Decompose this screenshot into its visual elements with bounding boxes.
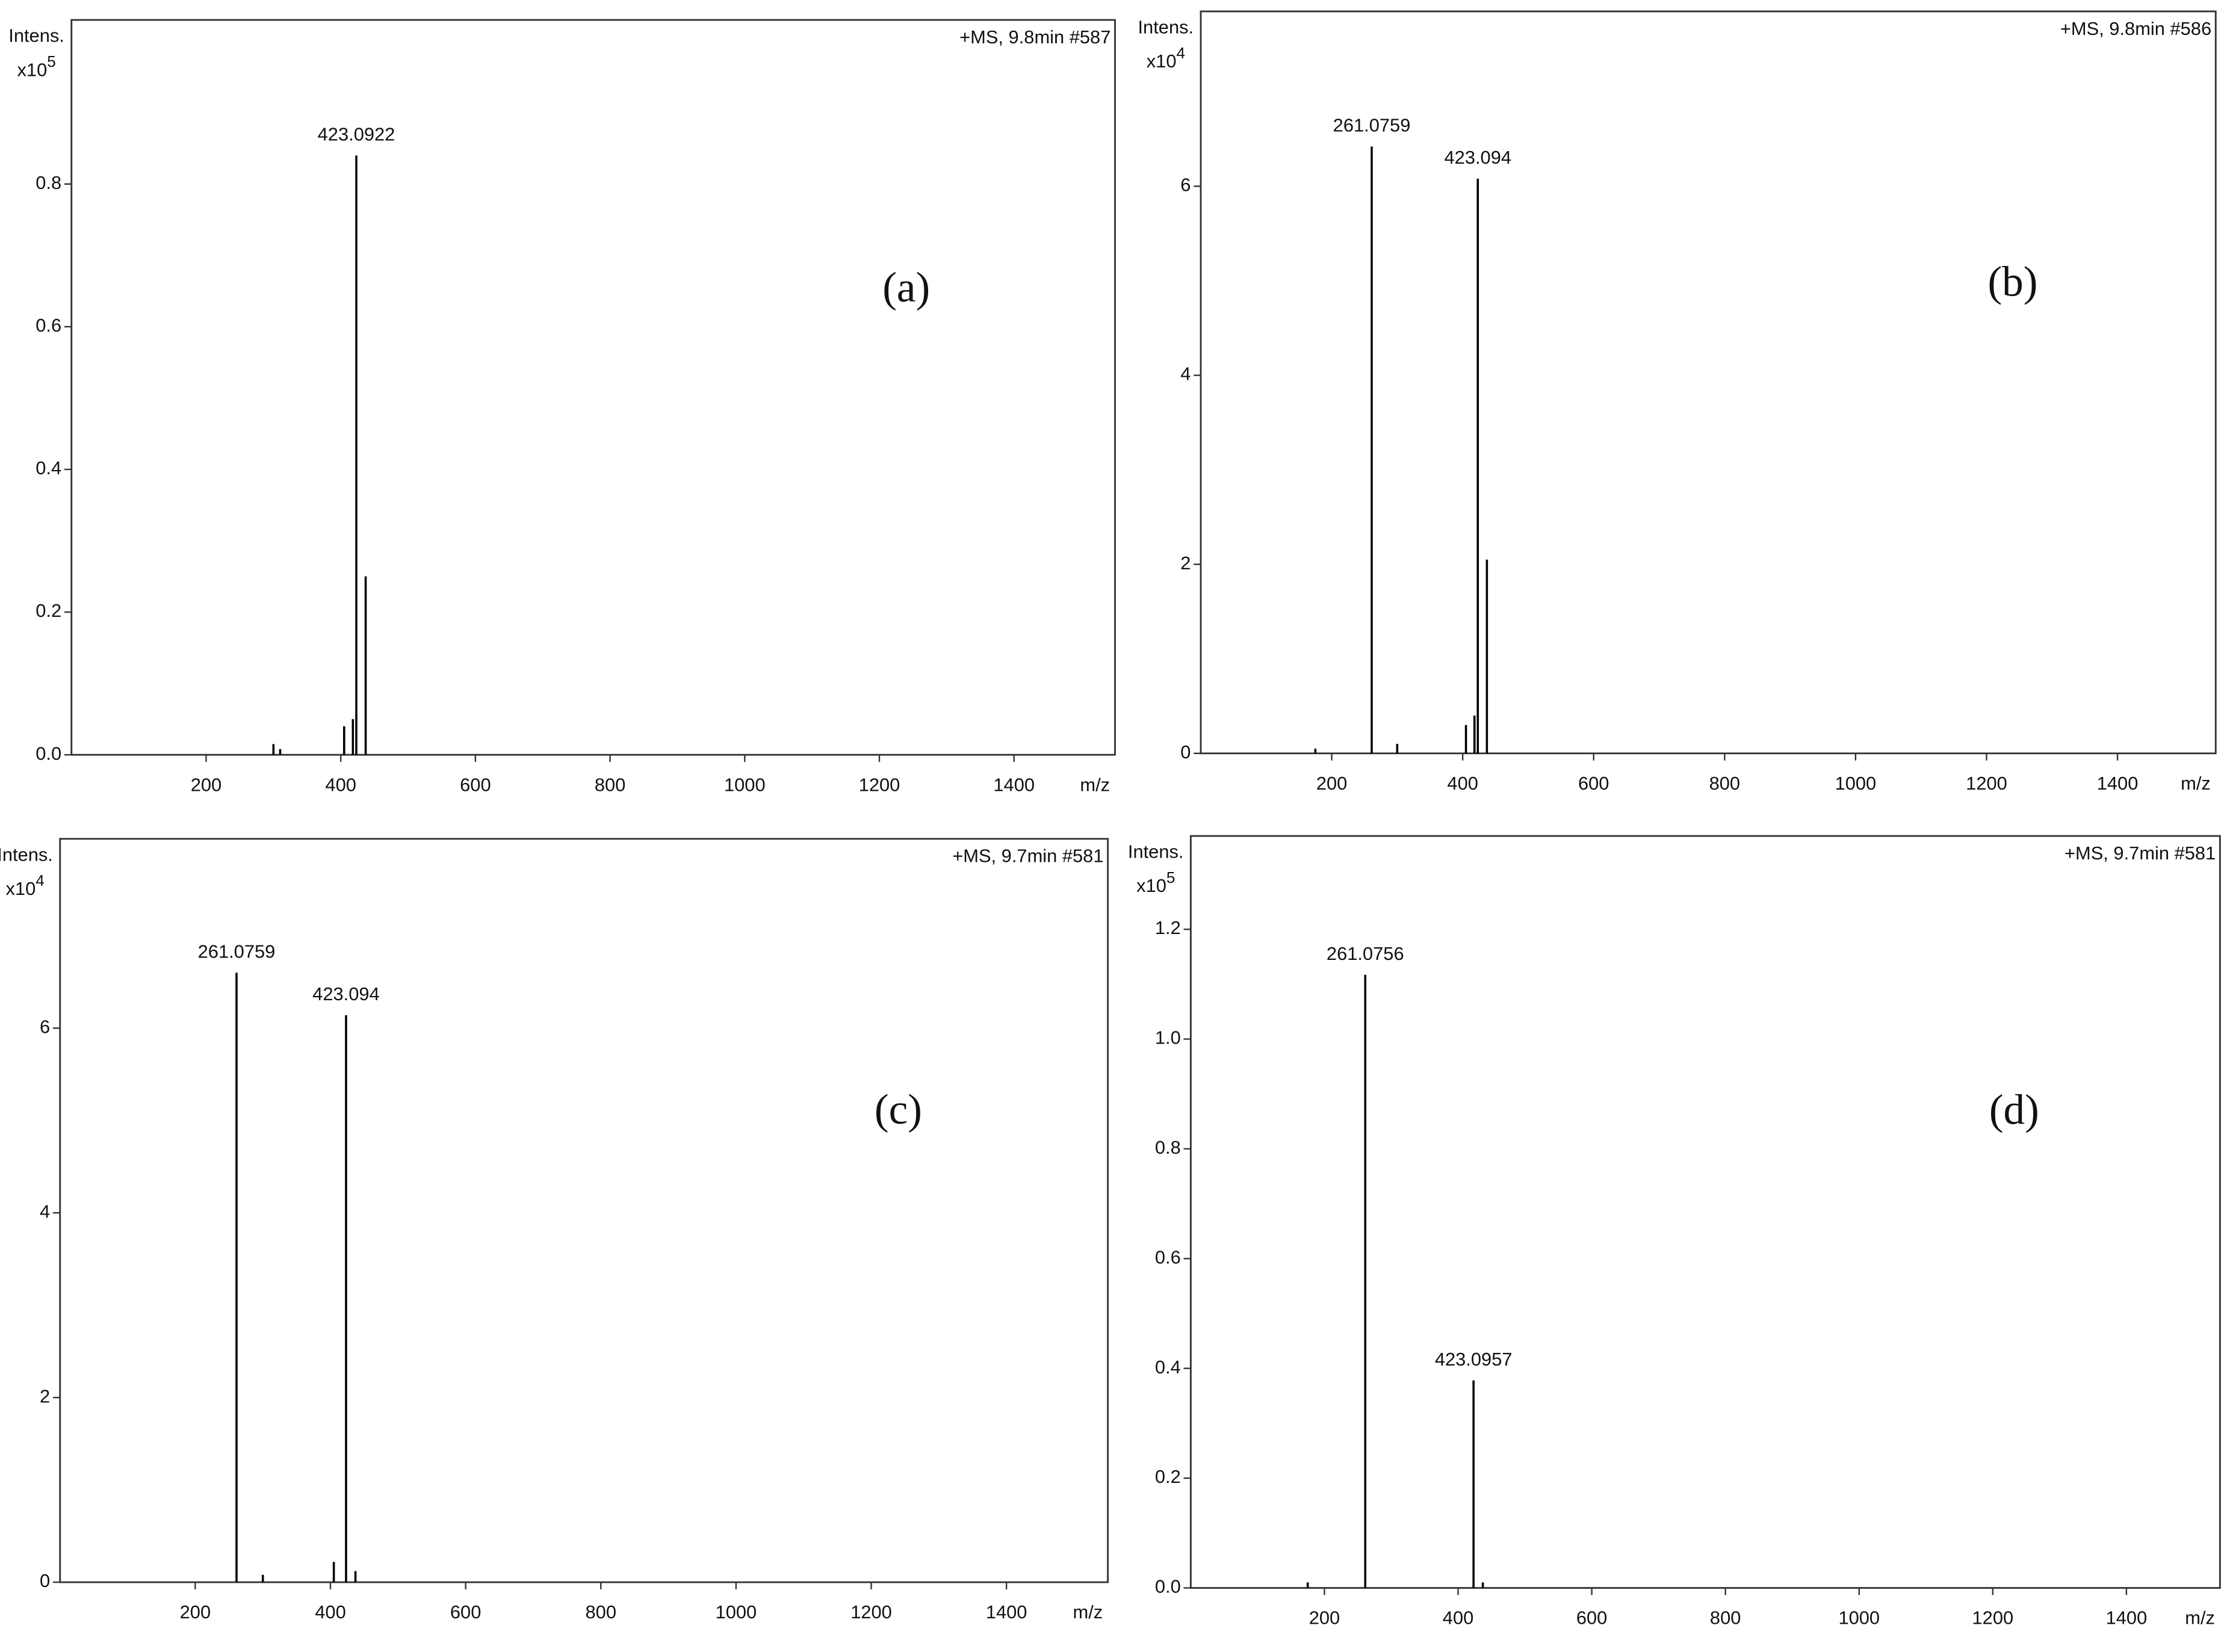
peak-label: 261.0756 — [1327, 943, 1404, 964]
chart-title: +MS, 9.8min #587 — [959, 26, 1110, 48]
y-multiplier: x104 — [5, 871, 44, 899]
peak-label: 423.094 — [312, 983, 380, 1004]
y-multiplier-exponent: 4 — [36, 871, 45, 889]
y-tick-label: 0.6 — [1155, 1246, 1181, 1267]
x-tick-label: 600 — [460, 774, 491, 795]
y-multiplier-base: x10 — [1147, 51, 1177, 72]
y-tick-label: 4 — [1180, 364, 1191, 385]
y-axis-label: Intens. — [8, 25, 64, 46]
y-tick-label: 0.0 — [1155, 1576, 1181, 1597]
x-tick-label: 1200 — [1966, 773, 2007, 794]
x-tick-label: 1000 — [1838, 1607, 1880, 1629]
x-tick-label: 1200 — [850, 1601, 892, 1623]
peak-label: 261.0759 — [1333, 115, 1411, 136]
y-tick-label: 0.2 — [1155, 1466, 1181, 1487]
x-axis-label: m/z — [2185, 1607, 2215, 1629]
x-tick-label: 1000 — [716, 1601, 757, 1623]
chart-title: +MS, 9.7min #581 — [952, 846, 1103, 867]
x-tick-label: 800 — [1709, 773, 1740, 794]
x-tick-label: 600 — [1576, 1607, 1607, 1629]
x-tick-label: 1400 — [2106, 1607, 2148, 1629]
x-tick-label: 200 — [1309, 1607, 1340, 1629]
panel-label: (b) — [1987, 259, 2037, 306]
y-axis-label: Intens. — [1128, 841, 1184, 862]
plot-frame — [1189, 835, 2221, 1589]
y-tick-label: 1.0 — [1155, 1027, 1181, 1048]
peak-label: 423.094 — [1445, 147, 1512, 168]
chart-title: +MS, 9.7min #581 — [2064, 843, 2216, 864]
x-tick-label: 1400 — [993, 774, 1035, 795]
y-tick-label: 0.0 — [36, 743, 61, 764]
y-multiplier-exponent: 4 — [1176, 44, 1185, 62]
peak-label: 261.0759 — [198, 941, 276, 962]
x-tick-label: 800 — [595, 774, 625, 795]
y-multiplier-exponent: 5 — [47, 52, 56, 70]
y-tick-label: 0.4 — [36, 457, 61, 478]
y-multiplier: x105 — [1136, 868, 1175, 896]
y-tick-label: 0.8 — [1155, 1137, 1181, 1158]
x-tick-label: 1400 — [2097, 773, 2139, 794]
x-tick-label: 400 — [1447, 773, 1478, 794]
y-multiplier-base: x10 — [17, 59, 48, 80]
peak-label: 423.0922 — [318, 123, 395, 144]
y-tick-label: 2 — [1180, 552, 1191, 574]
y-multiplier: x105 — [17, 52, 56, 80]
y-multiplier-exponent: 5 — [1166, 868, 1175, 886]
x-tick-label: 600 — [1578, 773, 1609, 794]
x-axis-label: m/z — [1073, 1601, 1103, 1623]
x-tick-label: 600 — [450, 1601, 481, 1623]
chart-title: +MS, 9.8min #586 — [2060, 18, 2211, 39]
x-tick-label: 200 — [1316, 773, 1347, 794]
x-tick-label: 200 — [191, 774, 221, 795]
panel-label: (a) — [882, 264, 930, 311]
x-tick-label: 1200 — [859, 774, 900, 795]
plot-frame — [70, 19, 1116, 756]
y-axis-label: Intens. — [1138, 17, 1194, 38]
y-tick-label: 6 — [1180, 175, 1191, 196]
y-multiplier-base: x10 — [1136, 875, 1166, 896]
y-tick-label: 0 — [40, 1570, 50, 1591]
x-tick-label: 400 — [1443, 1607, 1473, 1629]
panel-label: (d) — [1989, 1087, 2039, 1134]
plot-frame — [59, 838, 1109, 1583]
panel-label: (c) — [875, 1086, 922, 1133]
y-tick-label: 2 — [40, 1385, 50, 1406]
x-tick-label: 1000 — [724, 774, 766, 795]
x-tick-label: 800 — [1710, 1607, 1741, 1629]
y-tick-label: 0.8 — [36, 172, 61, 193]
x-tick-label: 1000 — [1835, 773, 1877, 794]
y-tick-label: 4 — [40, 1201, 50, 1222]
x-tick-label: 400 — [315, 1601, 345, 1623]
y-tick-label: 6 — [40, 1016, 50, 1038]
plot-frame — [1200, 10, 2217, 755]
x-tick-label: 800 — [586, 1601, 616, 1623]
x-tick-label: 200 — [180, 1601, 211, 1623]
x-axis-label: m/z — [1080, 774, 1110, 795]
y-axis-label: Intens. — [0, 844, 53, 865]
x-tick-label: 1400 — [986, 1601, 1027, 1623]
x-axis-label: m/z — [2181, 773, 2211, 794]
y-multiplier: x104 — [1147, 44, 1185, 72]
y-tick-label: 0.6 — [36, 315, 61, 336]
peak-label: 423.0957 — [1435, 1349, 1513, 1370]
x-tick-label: 400 — [325, 774, 356, 795]
y-tick-label: 1.2 — [1155, 917, 1181, 938]
y-tick-label: 0.4 — [1155, 1357, 1181, 1378]
y-tick-label: 0 — [1180, 741, 1191, 763]
y-multiplier-base: x10 — [5, 878, 36, 899]
x-tick-label: 1200 — [1972, 1607, 2014, 1629]
y-tick-label: 0.2 — [36, 600, 61, 621]
